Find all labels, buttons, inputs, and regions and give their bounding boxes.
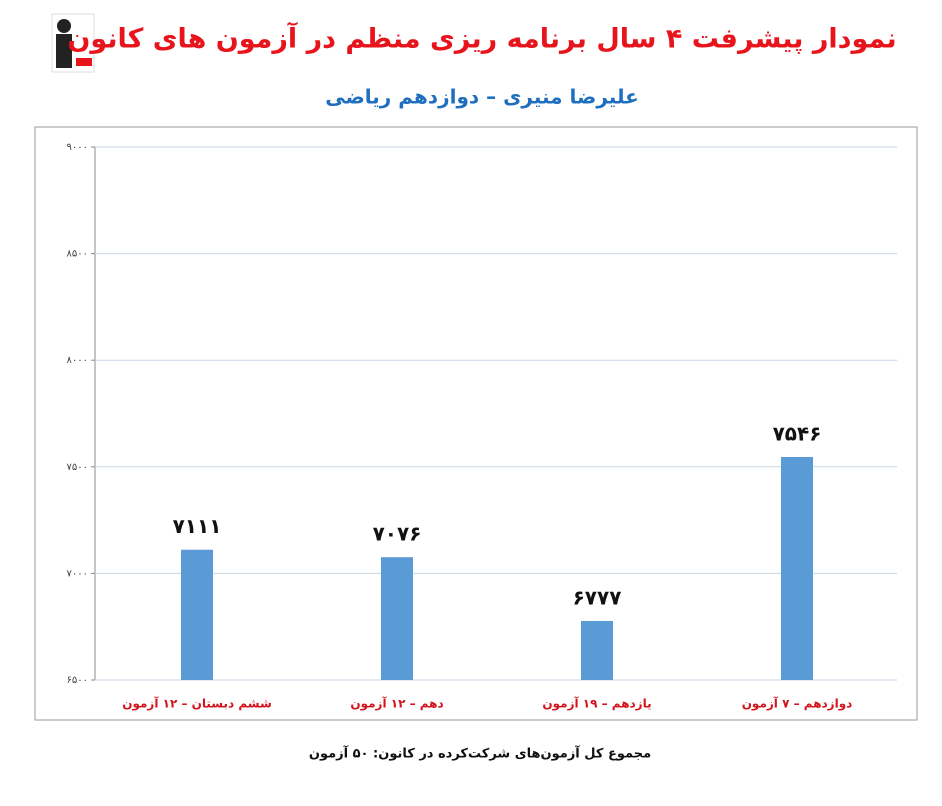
value-label: ۷۱۱۱ <box>173 514 222 538</box>
y-tick-label: ۸۰۰۰ <box>67 355 88 366</box>
bar <box>381 557 413 680</box>
y-tick-label: ۷۰۰۰ <box>67 568 88 579</box>
chart-frame <box>34 126 918 721</box>
y-tick-label: ۹۰۰۰ <box>67 142 88 153</box>
bar <box>181 549 213 680</box>
chart-title: نمودار پیشرفت ۴ سال برنامه ریزی منظم در … <box>67 22 896 55</box>
x-tick-label: دهم – ۱۲ آزمون <box>350 696 443 712</box>
x-tick-label: ششم دبستان – ۱۲ آزمون <box>122 696 272 712</box>
value-label: ۷۰۷۶ <box>373 522 422 546</box>
value-label: ۷۵۴۶ <box>773 421 822 445</box>
y-tick-label: ۸۵۰۰ <box>67 249 88 260</box>
y-tick-label: ۶۵۰۰ <box>67 675 88 686</box>
bar <box>781 456 813 680</box>
x-tick-label: یازدهم – ۱۹ آزمون <box>542 696 651 712</box>
value-label: ۶۷۷۷ <box>573 585 622 609</box>
x-tick-label: دوازدهم – ۷ آزمون <box>742 696 853 712</box>
bar <box>581 620 613 680</box>
y-tick-label: ۷۵۰۰ <box>67 462 88 473</box>
footnote: مجموع کل آزمون‌های شرکت‌کرده در کانون: ۵… <box>309 745 651 762</box>
logo <box>51 13 95 73</box>
chart-subtitle: علیرضا منیری – دوازدهم ریاضی <box>325 85 639 109</box>
